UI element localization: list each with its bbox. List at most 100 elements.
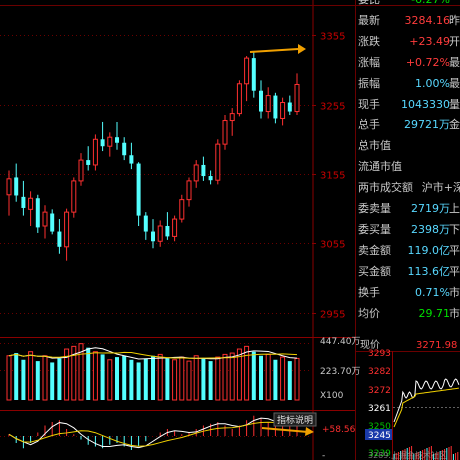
candle-body-up <box>64 211 70 248</box>
quote-row: 总市值 <box>356 137 460 155</box>
candle-group <box>6 52 300 261</box>
quote-label: 委比 <box>358 0 380 9</box>
candle-body-down <box>57 231 62 247</box>
candle-body-down <box>259 90 263 112</box>
volume-ma-line <box>8 351 298 359</box>
quote-label: 振幅 <box>358 76 380 90</box>
candle-body-up <box>244 57 250 85</box>
quote-row: 买金额 113.6亿平 <box>356 263 460 281</box>
watermark: 3289.上掘金技术社区 <box>368 450 447 460</box>
mini-header-label: 现价 <box>360 339 380 351</box>
quote-label: 涨跌 <box>358 34 380 48</box>
quote-label: 最新 <box>358 13 380 27</box>
volume-bar-down <box>21 359 26 400</box>
quote-label: 现手 <box>358 97 380 111</box>
mini-avg-line <box>393 387 459 428</box>
volume-bar-down <box>136 362 141 400</box>
volume-bar-down <box>57 358 62 400</box>
mini-header-value: 3271.98 <box>416 340 457 351</box>
candle-body-down <box>151 231 155 242</box>
volume-bar-up <box>179 356 185 401</box>
intraday-mini-chart[interactable]: 现价 3271.98 3293 3282 3272 3261 3250 3245 3239 328… <box>356 337 460 460</box>
candle-body-up <box>193 164 199 182</box>
volume-bar-up <box>42 355 48 401</box>
indicator-value: +58.56 <box>322 425 356 435</box>
candle-body-up <box>42 211 48 227</box>
volume-bar-up <box>28 351 34 401</box>
candle-body-up <box>107 136 113 147</box>
quote-row: 总手 29721万金 <box>356 116 460 134</box>
candle-body-up <box>265 95 271 113</box>
quote-value: 3284.16 <box>404 13 451 27</box>
quote-row: 现手 1043330 量 <box>356 96 460 114</box>
quote-value: 29.71 <box>418 306 451 320</box>
quote-label: 委买量 <box>358 222 391 236</box>
volume-bar-down <box>151 355 155 400</box>
quote-extra-label: 最 <box>449 76 460 90</box>
quote-row: 最新 3284.16 昨 <box>356 12 460 30</box>
candle-body-up <box>222 120 228 145</box>
quote-row: 涨幅 +0.72% 最 <box>356 54 460 72</box>
mini-axis-label: 3250 <box>368 422 391 432</box>
candle-body-down <box>273 95 278 119</box>
mini-highlight-box <box>365 429 392 440</box>
quote-row: 振幅 1.00% 最 <box>356 75 460 93</box>
volume-bar-down <box>143 358 148 400</box>
y-tick-label: 3255 <box>320 102 345 113</box>
volume-bar-up <box>172 359 178 401</box>
quote-label: 均价 <box>358 306 380 320</box>
volume-bar-down <box>35 361 40 400</box>
quote-label: 换手 <box>358 285 380 299</box>
quote-row: 换手 0.71% 市 <box>356 284 460 302</box>
volume-bar-up <box>244 345 250 401</box>
mini-axis-label: 3282 <box>368 367 391 377</box>
quote-extra-label: 开 <box>449 34 460 48</box>
candle-body-up <box>215 143 221 181</box>
indicator-help-button[interactable] <box>273 412 317 427</box>
candle-body-up <box>6 178 12 196</box>
candle-body-up <box>186 180 192 201</box>
quote-label: 总手 <box>358 118 380 132</box>
candle-body-down <box>35 198 40 228</box>
quote-label: 涨幅 <box>358 55 380 69</box>
volume-bar-down <box>50 362 55 400</box>
candle-body-down <box>115 137 119 143</box>
volume-bar-down <box>100 354 105 400</box>
quote-label: 总市值 <box>358 139 391 153</box>
y-tick-label: 3155 <box>320 171 345 182</box>
arrow-shaft <box>249 48 299 53</box>
candle-body-down <box>201 164 206 177</box>
volume-bar-down <box>251 351 256 400</box>
candle-body-up <box>71 180 77 213</box>
volume-axis-label: 447.40万 <box>320 337 361 347</box>
quote-row: 流通市值 <box>356 158 460 176</box>
candle-body-down <box>143 215 148 232</box>
y-tick-label: 2955 <box>320 310 345 321</box>
volume-bar-up <box>6 355 12 401</box>
indicator-line-fast <box>8 417 298 449</box>
quote-extra-label: 下 <box>449 222 460 236</box>
candle-body-down <box>129 155 134 164</box>
quote-value: -6.27% <box>411 0 450 9</box>
candle-body-down <box>50 213 55 232</box>
volume-bar-down <box>259 355 263 400</box>
volume-bar-down <box>122 355 127 400</box>
candle-body-down <box>287 102 292 112</box>
volume-bar-up <box>92 351 98 401</box>
quote-value: 119.0亿 <box>407 243 451 257</box>
candle-body-up <box>179 199 185 220</box>
volume-bar-up <box>222 353 228 401</box>
candle-body-up <box>236 83 242 115</box>
quote-label: 买金额 <box>358 264 391 278</box>
arrow-head <box>298 44 306 54</box>
candle-body-up <box>28 197 34 210</box>
quote-value: 2398万 <box>411 222 450 236</box>
quote-value: 1043330 <box>401 97 450 111</box>
quote-row: 委买量 2398万下 <box>356 221 460 239</box>
volume-bar-up <box>157 353 163 401</box>
quote-value: 沪市+深 <box>421 181 460 195</box>
quote-extra-label: 市 <box>449 306 460 320</box>
mini-axis-label: 3245 <box>368 431 391 441</box>
quote-row: 涨跌 +23.49 开 <box>356 33 460 51</box>
